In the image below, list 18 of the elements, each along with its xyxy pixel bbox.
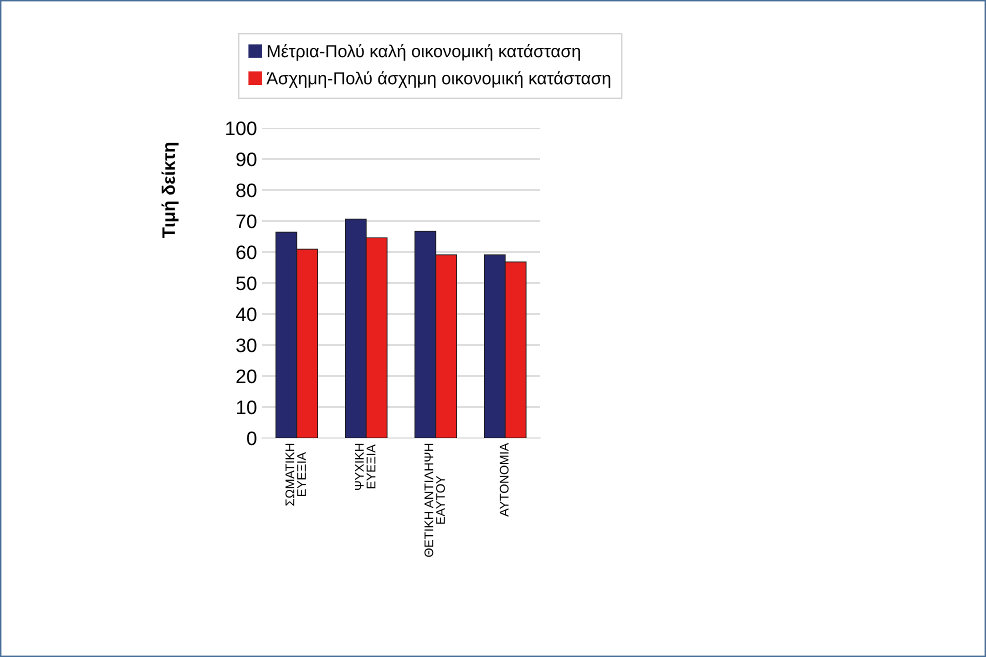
x-tick-label: ΨΥΧΙΚΗ ΕΥΕΞΙΑ	[355, 444, 376, 490]
x-tick-label: ΣΩΜΑΤΙΚΗ ΕΥΕΞΙΑ	[285, 444, 306, 506]
legend-label: Μέτρια-Πολύ καλή οικονομική κατάσταση	[268, 44, 580, 61]
y-tick-label: 30	[236, 338, 256, 352]
x-tick-label: ΘΕΤΙΚΗ ΑΝΤΙΛΗΨΗ ΕΑΥΤΟΥ	[424, 444, 445, 557]
y-tick-label: 20	[236, 369, 256, 384]
y-tick-label: 80	[236, 183, 256, 198]
y-tick-label: 100	[226, 121, 256, 136]
y-tick-label: 40	[236, 307, 256, 322]
y-tick-label: 50	[236, 276, 256, 290]
y-tick-label: 60	[236, 245, 256, 260]
y-tick-label: 90	[236, 152, 256, 166]
x-tick-label: ΑΥΤΟΝΟΜΙΑ	[500, 442, 509, 517]
y-axis-title: Τιμή δείκτη	[162, 142, 179, 238]
y-tick-label: 10	[236, 400, 256, 414]
y-tick-label: 0	[247, 431, 256, 446]
y-tick-label: 70	[236, 214, 256, 228]
legend-label: Άσχημη-Πολύ άσχημη οικονομική κατάσταση	[266, 71, 610, 88]
